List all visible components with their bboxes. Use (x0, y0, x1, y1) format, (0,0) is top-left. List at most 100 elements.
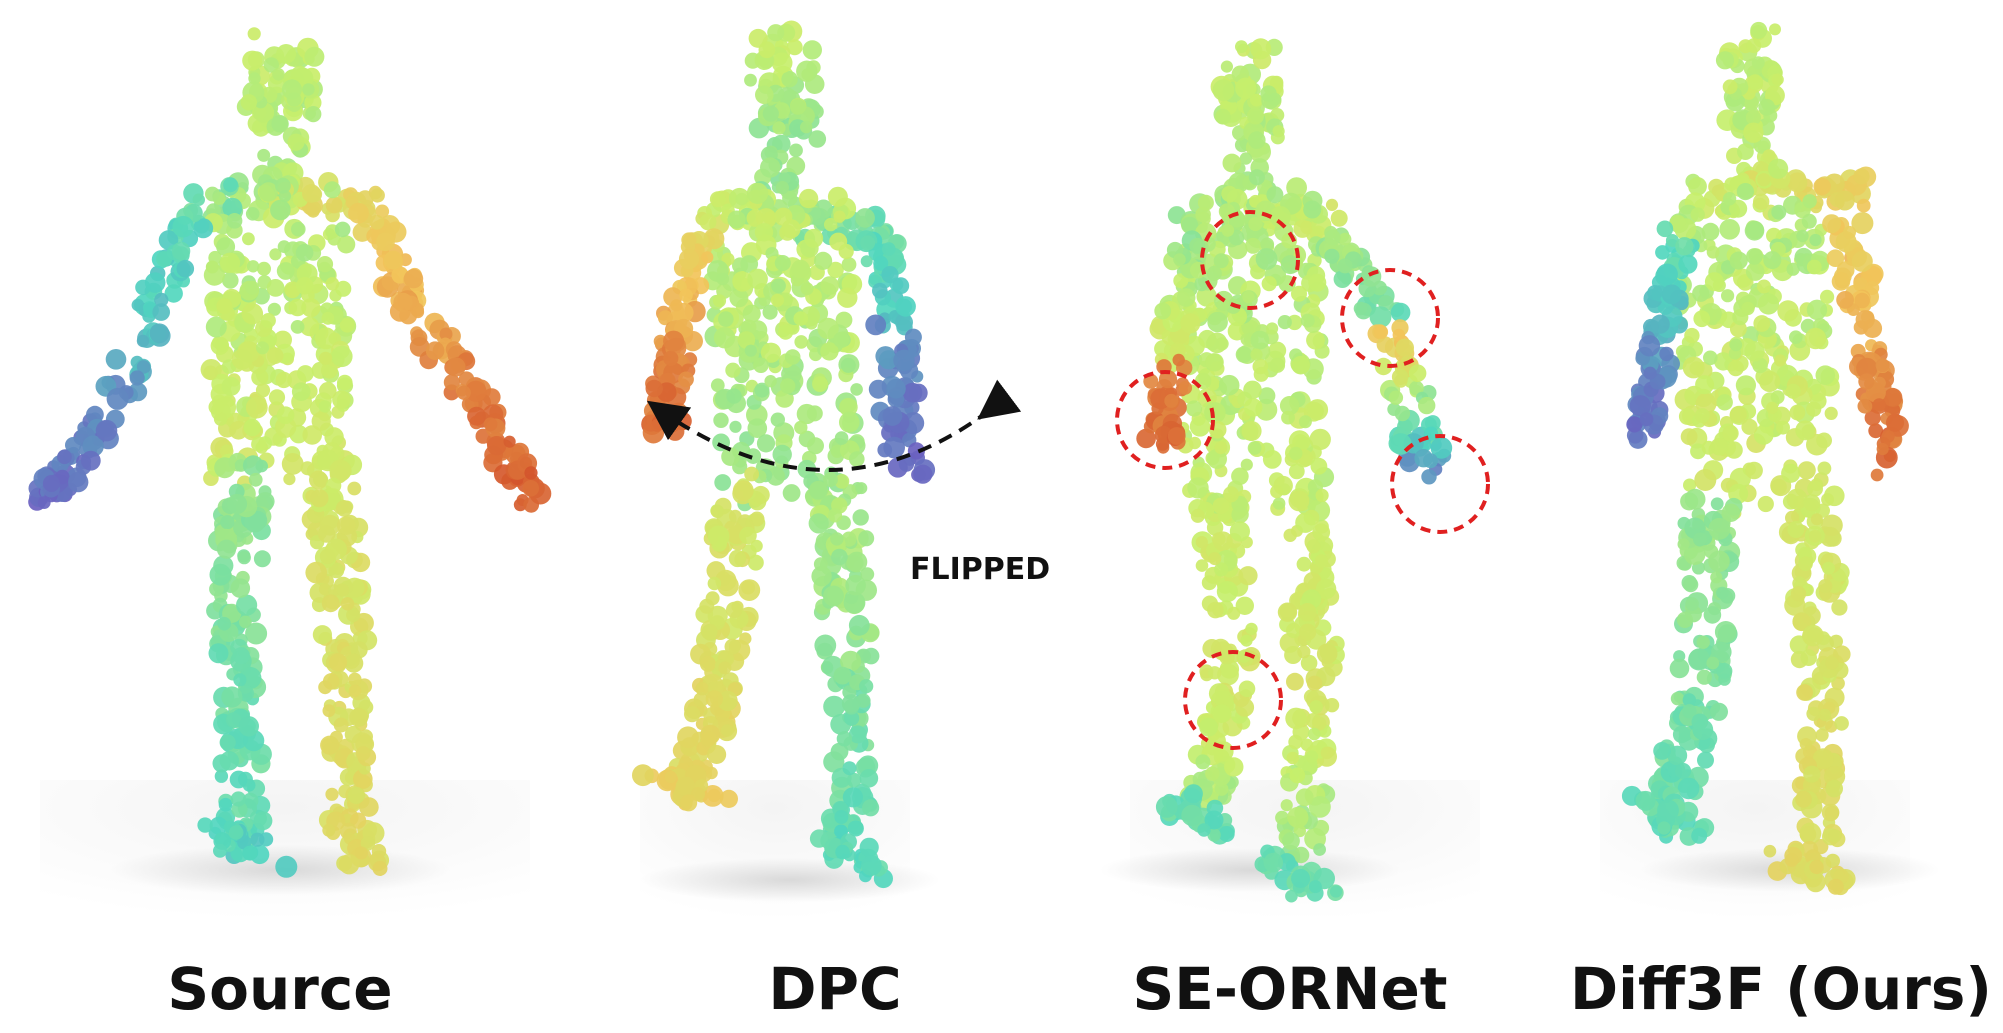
diff3f-point (1799, 738, 1812, 751)
dpc-point (835, 844, 850, 860)
dpc-point (844, 710, 860, 726)
dpc-point (849, 451, 865, 467)
se-ornet-point (1376, 336, 1394, 353)
source-point (346, 607, 361, 623)
dpc-point (861, 855, 882, 876)
se-ornet-point (1296, 556, 1312, 572)
diff3f-point (1682, 693, 1697, 707)
diff3f-point (1655, 245, 1670, 260)
dpc-point (732, 480, 754, 501)
diff3f-point (1696, 635, 1710, 649)
source-point (297, 365, 314, 382)
source-point (37, 496, 51, 509)
se-ornet-point (1272, 125, 1285, 138)
se-ornet-point (1306, 675, 1323, 691)
dpc-point (725, 362, 741, 378)
source-point (245, 207, 260, 221)
diff3f-point (1757, 279, 1771, 294)
diff3f-point (1831, 272, 1851, 291)
source-point (260, 313, 276, 328)
dpc-point (827, 261, 844, 279)
se-ornet-point (1392, 328, 1406, 342)
dpc-point (841, 257, 857, 272)
dpc-point (834, 431, 849, 445)
diff3f-point (1745, 110, 1761, 126)
diff3f-point (1853, 168, 1870, 185)
source-point (519, 456, 533, 469)
se-ornet-point (1242, 290, 1255, 304)
diff3f-point (1876, 442, 1889, 456)
source-point (213, 412, 228, 426)
dpc-point (834, 810, 849, 824)
dpc-point (726, 601, 743, 619)
source-point (311, 411, 331, 431)
source-point (267, 302, 281, 316)
se-ornet-point (1250, 348, 1263, 361)
source-point (349, 707, 369, 727)
source-point (154, 292, 169, 307)
dpc-point (848, 725, 867, 744)
source-point (522, 480, 540, 497)
se-ornet-point (1154, 302, 1172, 320)
source-point (216, 539, 237, 559)
se-ornet-point (1197, 194, 1214, 211)
source-point (290, 320, 305, 334)
dpc-point (847, 820, 864, 837)
flipped-annotation: FLIPPED (910, 552, 1051, 587)
dpc-point (678, 371, 694, 388)
source-point (245, 396, 268, 419)
dpc-point (664, 770, 678, 784)
source-point (258, 182, 279, 202)
dpc-point (895, 313, 913, 332)
source-point (328, 653, 348, 672)
diff3f-point (1688, 177, 1707, 196)
source-point (250, 832, 265, 847)
diff3f-point (1695, 375, 1715, 395)
diff3f-point (1776, 420, 1790, 435)
se-ornet-point (1188, 436, 1202, 450)
diff3f-point (1722, 192, 1737, 206)
se-ornet-point (1306, 539, 1321, 554)
source-point (230, 578, 251, 598)
diff3f-point (1719, 219, 1740, 240)
source-point (503, 435, 516, 448)
diff3f-point (1759, 370, 1781, 392)
source-point (276, 406, 295, 425)
se-ornet-point (1288, 734, 1303, 750)
dpc-point (842, 787, 864, 808)
diff3f-point (1771, 73, 1784, 86)
se-ornet-point (1181, 216, 1199, 234)
se-ornet-point (1245, 237, 1262, 254)
source-point (347, 786, 365, 805)
dpc-point (739, 526, 757, 545)
dpc-point (707, 745, 727, 764)
diff3f-point (1701, 222, 1720, 241)
diff3f-point (1816, 432, 1832, 449)
source-point (171, 241, 191, 261)
diff3f-point (1831, 599, 1848, 616)
diff3f-point (1824, 406, 1838, 420)
se-ornet-point (1173, 253, 1186, 266)
diff3f-point (1875, 358, 1890, 373)
dpc-point (886, 378, 906, 399)
diff3f-point (1710, 571, 1723, 584)
source-point (446, 357, 466, 377)
source-point (325, 787, 339, 801)
diff3f-point (1721, 503, 1741, 522)
se-ornet-point (1213, 253, 1229, 269)
dpc-point (727, 210, 746, 229)
diff3f-point (1809, 233, 1822, 247)
dpc-point (770, 412, 785, 427)
se-ornet-point (1288, 463, 1305, 480)
se-ornet-point (1312, 716, 1327, 731)
source-point (301, 298, 321, 318)
diff3f-point (1806, 706, 1821, 721)
dpc-point (677, 726, 699, 749)
source-point (106, 387, 129, 410)
se-ornet-point (1214, 441, 1228, 455)
diff3f-point (1851, 212, 1874, 235)
dpc-point (872, 282, 888, 299)
dpc-point (709, 191, 726, 208)
source-point (281, 453, 304, 475)
source-point (205, 186, 220, 202)
